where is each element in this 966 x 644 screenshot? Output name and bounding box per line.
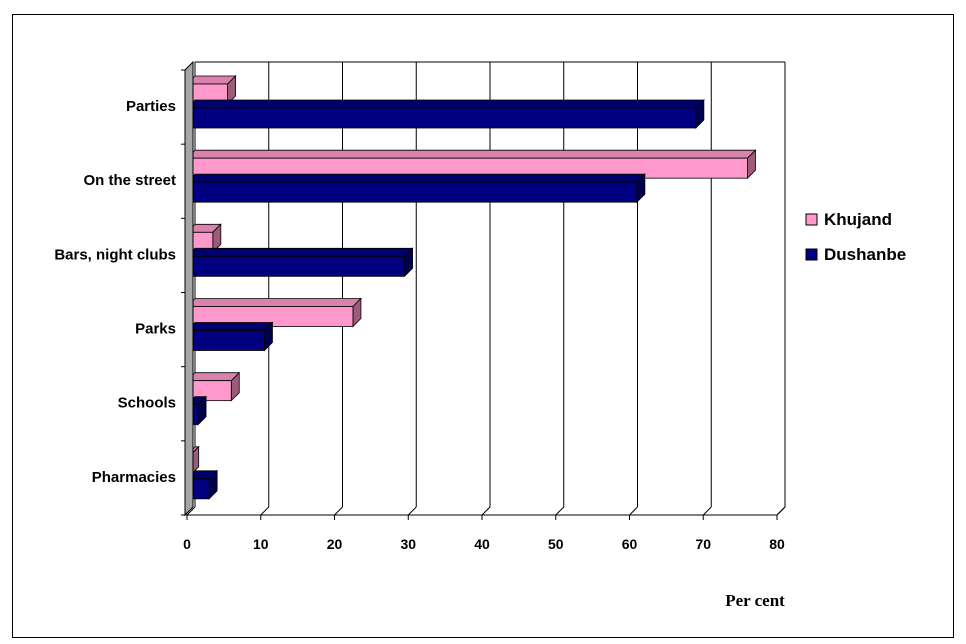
x-tick-label: 0 — [183, 536, 191, 552]
y-tick-label: Pharmacies — [92, 469, 176, 486]
bar-dushanbe-2 — [186, 247, 414, 278]
bar-khujand-3 — [186, 297, 362, 328]
bar-top-face — [186, 372, 241, 382]
x-tick-label: 50 — [548, 536, 564, 552]
legend-entry-khujand: Khujand — [805, 210, 892, 229]
bar-dushanbe-3 — [186, 321, 274, 352]
legend-swatch — [805, 213, 818, 226]
bar-top-face — [186, 298, 362, 307]
bar-dushanbe-1 — [186, 173, 646, 204]
floor-line — [555, 506, 565, 516]
legend: Khujand Dushanbe — [805, 210, 906, 264]
bar-front-face — [186, 107, 697, 129]
bar-top-face — [186, 322, 274, 331]
bar-dushanbe-0 — [186, 99, 705, 129]
y-tick-label: Parks — [135, 321, 176, 338]
label-layer: Parties On the street Bars, night clubs Par… — [54, 98, 785, 552]
x-tick-label: 60 — [622, 536, 638, 552]
x-tick-label: 10 — [253, 536, 269, 552]
bar-front-face — [186, 181, 638, 203]
floor-line — [186, 506, 196, 516]
axis-layer — [181, 60, 786, 520]
floor-line — [334, 506, 343, 516]
x-tick-label: 30 — [400, 536, 416, 552]
x-tick-label: 70 — [695, 536, 711, 552]
y-tick-label: Parties — [126, 98, 176, 115]
left-wall — [184, 60, 194, 517]
floor-line — [481, 506, 491, 516]
plot-area — [187, 62, 777, 515]
bar-top-face — [186, 149, 757, 159]
y-tick-label: Schools — [118, 395, 176, 412]
x-axis-corner — [776, 506, 786, 516]
legend-entry-dushanbe: Dushanbe — [805, 245, 906, 264]
floor-line — [407, 506, 417, 516]
bar-top-face — [186, 247, 414, 257]
legend-swatch — [805, 248, 818, 261]
x-tick-label: 40 — [474, 536, 490, 552]
bar-top-face — [186, 99, 705, 109]
bar-top-face — [186, 173, 646, 183]
grid-layer — [186, 61, 786, 516]
bar-front-face — [186, 330, 265, 351]
bar-khujand-1 — [186, 149, 757, 180]
legend-label: Dushanbe — [824, 245, 906, 264]
y-tick-label: On the street — [83, 172, 176, 189]
x-tick-label: 80 — [769, 536, 785, 552]
x-axis-title: Per cent — [725, 591, 785, 610]
bar-khujand-4 — [186, 371, 241, 402]
legend-label: Khujand — [824, 210, 892, 229]
floor-line — [629, 506, 638, 516]
floor-line — [260, 506, 270, 516]
x-tick-label: 20 — [327, 536, 343, 552]
floor-line — [702, 506, 712, 516]
bar-front-face — [186, 255, 405, 277]
y-tick-label: Bars, night clubs — [54, 246, 176, 263]
